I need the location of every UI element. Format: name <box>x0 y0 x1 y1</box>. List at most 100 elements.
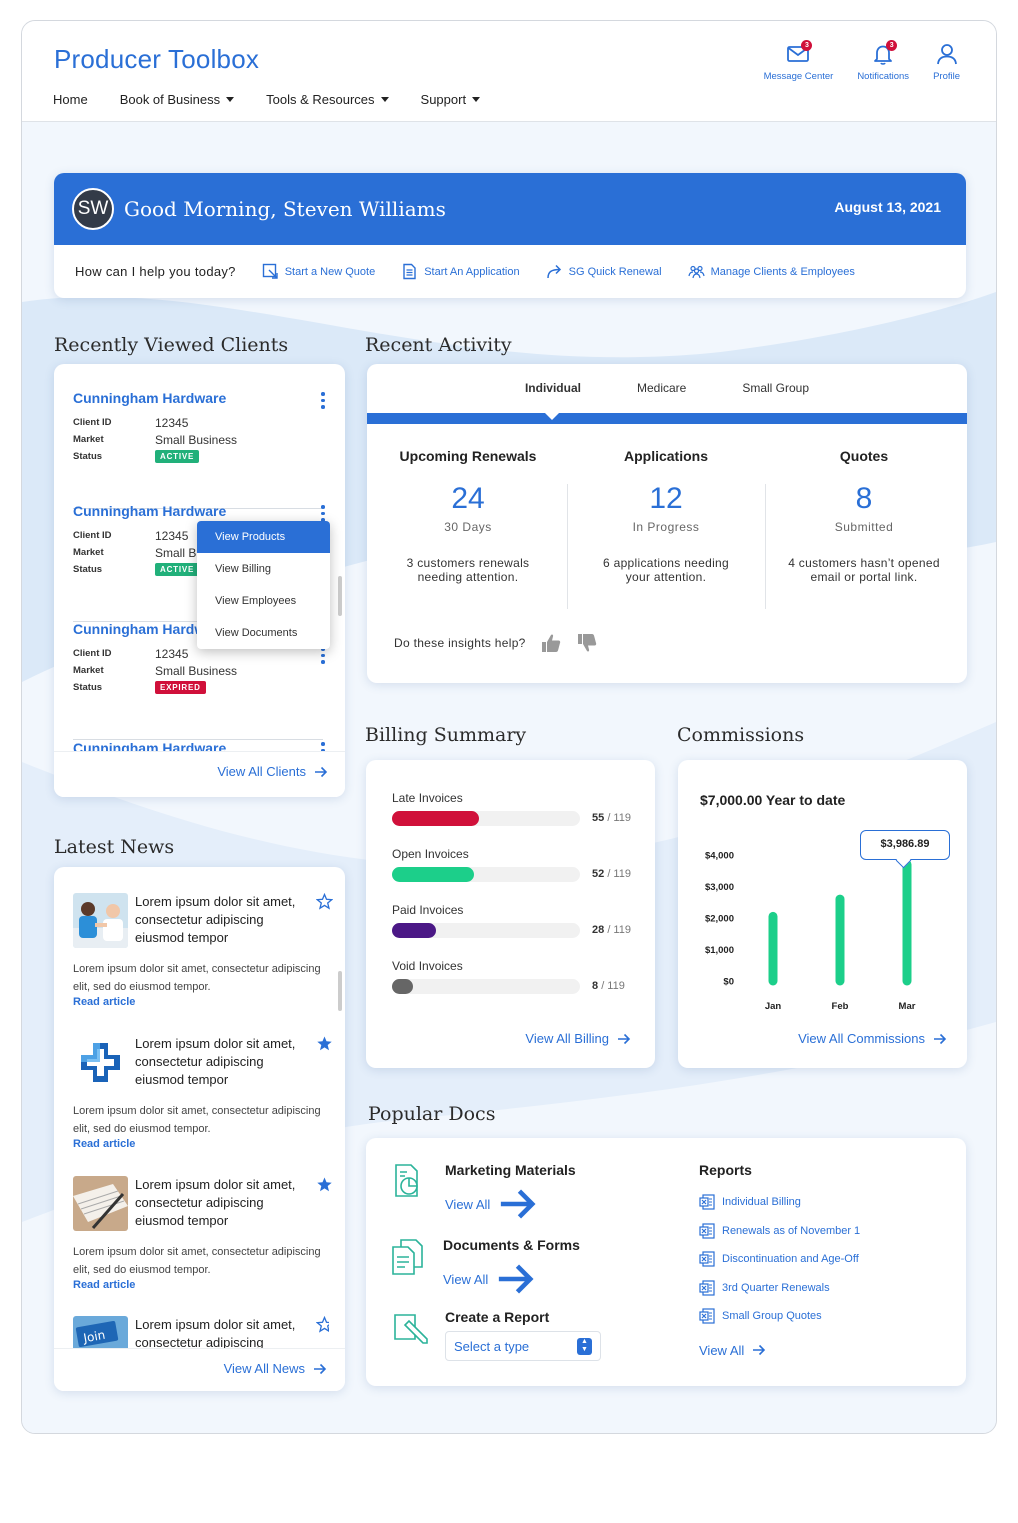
market-value: Small Business <box>155 663 238 678</box>
billing-label: Open Invoices <box>392 847 469 861</box>
profile-button[interactable]: Profile <box>933 41 960 82</box>
more-options-icon[interactable] <box>320 647 326 664</box>
message-center-label: Message Center <box>763 71 834 82</box>
greeting-card: SW Good Morning, Steven Williams August … <box>54 173 966 298</box>
view-all-label: View All Commissions <box>798 1031 925 1046</box>
start-new-quote-link[interactable]: Start a New Quote <box>262 263 375 280</box>
report-link[interactable]: Small Group Quotes <box>699 1302 860 1331</box>
marketing-materials-item: Marketing Materials View All <box>391 1162 576 1224</box>
menu-item-view-products[interactable]: View Products <box>197 521 330 553</box>
clients-scrollbar[interactable] <box>338 576 342 616</box>
report-link[interactable]: Discontinuation and Age-Off <box>699 1245 860 1274</box>
status-row: Status ACTIVE <box>73 448 325 465</box>
view-all-commissions-link[interactable]: View All Commissions <box>798 1031 947 1046</box>
view-all-news-link[interactable]: View All News <box>224 1361 327 1376</box>
client-id-value: 12345 <box>155 415 189 430</box>
client-name-link[interactable]: Cunningham Hardware <box>73 621 227 637</box>
star-filled-icon[interactable] <box>316 1176 333 1193</box>
news-title[interactable]: Lorem ipsum dolor sit amet, consectetur … <box>135 894 296 945</box>
nav-tools-resources[interactable]: Tools & Resources <box>266 92 389 107</box>
news-title[interactable]: Lorem ipsum dolor sit amet, consectetur … <box>135 1317 296 1350</box>
report-link[interactable]: Renewals as of November 1 <box>699 1217 860 1246</box>
nav-home[interactable]: Home <box>53 92 88 107</box>
status-row: Status ACTIVE <box>73 561 325 578</box>
doc-title: Marketing Materials <box>445 1162 576 1178</box>
avatar[interactable]: SW <box>72 188 114 230</box>
app-title: Producer Toolbox <box>54 44 260 74</box>
notifications-button[interactable]: 3 Notifications <box>857 40 909 82</box>
news-item: Lorem ipsum dolor sit amet, consectetur … <box>73 893 333 1008</box>
start-application-link[interactable]: Start An Application <box>401 263 520 280</box>
manage-clients-link[interactable]: Manage Clients & Employees <box>687 263 855 280</box>
news-image-health-cross[interactable] <box>73 1035 128 1090</box>
read-article-link[interactable]: Read article <box>73 1138 136 1150</box>
tab-small-group[interactable]: Small Group <box>742 381 810 395</box>
news-image-join[interactable]: Join <box>73 1316 128 1350</box>
description-line: 3 customers renewals <box>406 556 530 570</box>
star-outline-icon[interactable] <box>316 893 333 910</box>
news-title[interactable]: Lorem ipsum dolor sit amet, consectetur … <box>135 1036 296 1087</box>
nav-book-of-business[interactable]: Book of Business <box>120 92 235 107</box>
report-link[interactable]: 3rd Quarter Renewals <box>699 1274 860 1303</box>
billing-count: 55 / 119 <box>592 812 631 824</box>
market-value: Small Business <box>155 432 238 447</box>
billing-summary-title: Billing Summary <box>365 724 527 746</box>
quotes-count[interactable]: 8 <box>855 482 873 515</box>
star-filled-icon[interactable] <box>316 1035 333 1052</box>
user-icon <box>936 44 957 65</box>
reports-view-all-link[interactable]: View All <box>699 1343 860 1358</box>
client-id-row: Client ID 12345 <box>73 414 325 431</box>
thumbs-down-icon[interactable] <box>576 632 598 654</box>
news-image-paperwork[interactable] <box>73 1176 128 1231</box>
news-title[interactable]: Lorem ipsum dolor sit amet, consectetur … <box>135 1177 296 1228</box>
menu-item-view-employees[interactable]: View Employees <box>215 595 297 607</box>
view-all-clients-link[interactable]: View All Clients <box>217 764 328 779</box>
news-scrollbar[interactable] <box>338 971 342 1011</box>
caret-down-icon <box>380 97 389 102</box>
tab-individual[interactable]: Individual <box>524 381 581 395</box>
more-options-icon[interactable] <box>320 742 325 752</box>
marketing-view-all-link[interactable]: View All <box>445 1184 576 1224</box>
billing-label: Paid Invoices <box>392 903 464 917</box>
view-all-label: View All <box>699 1342 745 1358</box>
market-label: Market <box>73 665 104 676</box>
arrow-right-icon <box>934 1033 947 1044</box>
tab-medicare[interactable]: Medicare <box>636 381 687 395</box>
client-name-link[interactable]: Cunningham Hardware <box>73 740 227 752</box>
menu-item-view-billing[interactable]: View Billing <box>215 563 272 575</box>
client-name-link[interactable]: Cunningham Hardware <box>73 503 227 519</box>
view-all-billing-link[interactable]: View All Billing <box>525 1031 631 1046</box>
recent-clients-card: Cunningham Hardware Client ID 12345 Marke… <box>54 364 345 797</box>
view-all-label: View All <box>443 1271 489 1287</box>
recent-activity-title: Recent Activity <box>365 334 512 356</box>
description-line: email or portal link. <box>810 570 918 584</box>
report-type-select[interactable]: Select a type ▲ ▼ <box>445 1331 601 1361</box>
nav-support[interactable]: Support <box>421 92 481 107</box>
view-all-label: View All Billing <box>525 1031 609 1046</box>
star-outline-icon[interactable] <box>316 1316 329 1333</box>
news-item: Lorem ipsum dolor sit amet, consectetur … <box>73 1176 332 1291</box>
more-options-icon[interactable] <box>320 392 326 409</box>
message-center-button[interactable]: 3 Message Center <box>763 40 834 82</box>
report-link[interactable]: Individual Billing <box>699 1188 860 1217</box>
applications-count[interactable]: 12 <box>649 482 683 515</box>
forms-view-all-link[interactable]: View All <box>443 1259 580 1299</box>
billing-row-open: Open Invoices 52 / 119 <box>392 847 640 882</box>
billing-bar-track <box>392 923 580 938</box>
forms-doc-icon <box>392 1239 423 1275</box>
news-image-doctor[interactable] <box>73 893 128 948</box>
renewals-count[interactable]: 24 <box>451 482 485 515</box>
read-article-link[interactable]: Read article <box>73 996 136 1008</box>
sg-quick-renewal-link[interactable]: SG Quick Renewal <box>546 263 662 280</box>
billing-row-void: Void Invoices 8 / 119 <box>392 959 640 994</box>
news-footer <box>54 1348 345 1391</box>
thumbs-up-icon[interactable] <box>540 632 562 654</box>
doctor-photo-icon <box>73 893 128 948</box>
header: Producer Toolbox Home Book of Business T… <box>22 21 996 122</box>
more-options-icon[interactable] <box>320 505 326 522</box>
client-name-link[interactable]: Cunningham Hardware <box>73 390 227 406</box>
quick-link-label: Start An Application <box>424 265 520 278</box>
read-article-link[interactable]: Read article <box>73 1279 136 1291</box>
client-item: Cunningham Hardware Client ID 12345 Marke… <box>73 503 325 578</box>
menu-item-view-documents[interactable]: View Documents <box>215 627 298 639</box>
